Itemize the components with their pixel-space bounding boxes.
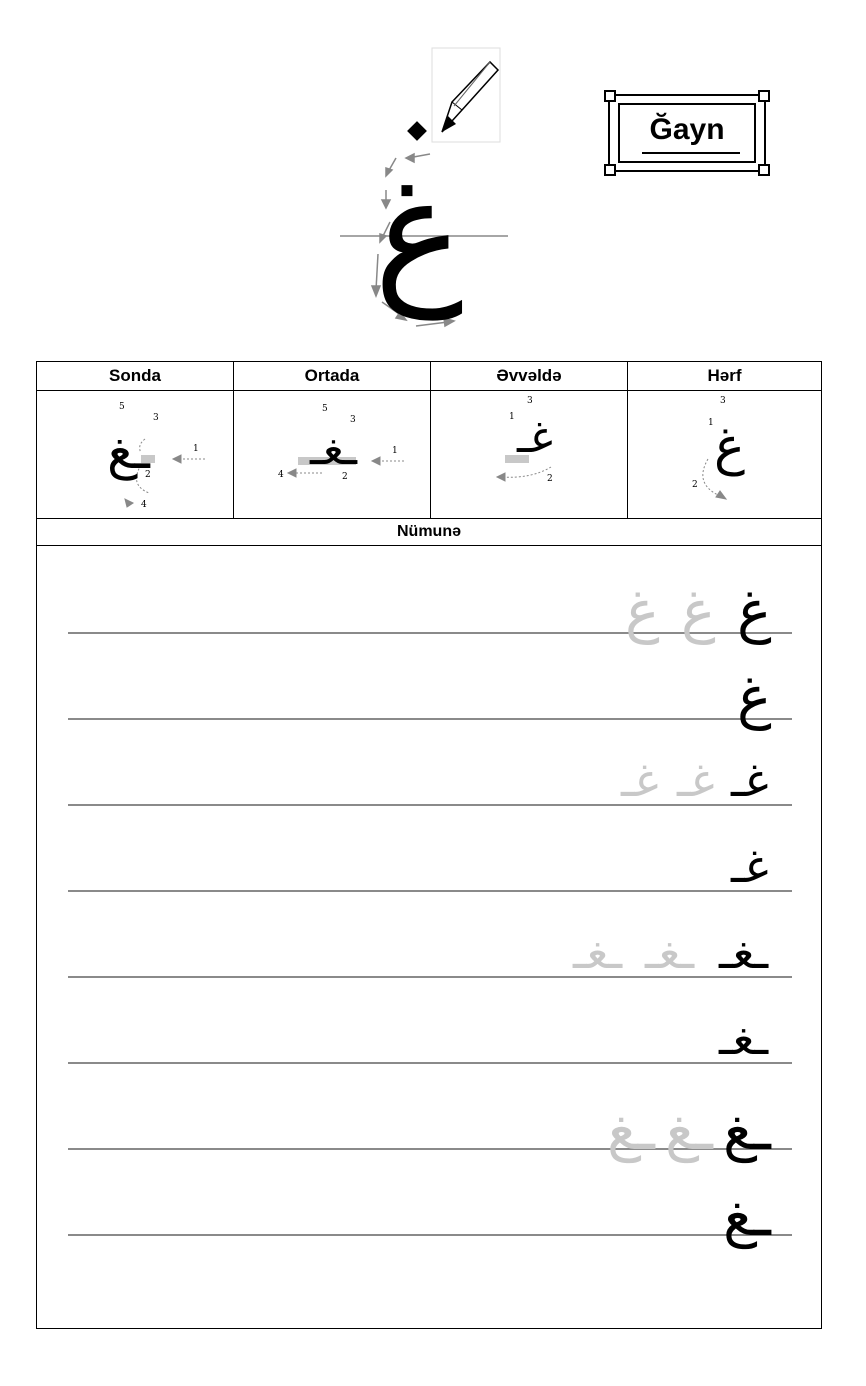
stroke-num: 2 (342, 472, 348, 482)
stroke-num: 1 (193, 444, 199, 454)
header-initial: Əvvəldə (496, 366, 562, 385)
stroke-order-arrows: 3 1 2 (495, 396, 553, 484)
stroke-num: 1 (509, 412, 515, 422)
guide-line (68, 976, 792, 978)
practice-glyph-trace: غ (625, 577, 660, 645)
practice-glyph-dark: غـ (731, 753, 769, 807)
example-header: Nümunə (37, 519, 821, 546)
stroke-num: 3 (153, 413, 159, 423)
stroke-num: 5 (322, 404, 328, 414)
hero-glyph: غ (374, 146, 464, 320)
practice-glyph-trace: غـ (621, 753, 659, 807)
initial-form-glyph: غـ (517, 412, 553, 463)
stroke-num: 3 (350, 415, 356, 425)
stroke-num: 4 (278, 470, 284, 480)
practice-glyph-trace: ـغ (665, 1095, 713, 1163)
final-form-glyph: ـغ (107, 421, 150, 481)
letter-name-frame: Ğayn (604, 90, 770, 180)
letter-name-title: Ğayn (649, 113, 725, 146)
stroke-order-arrows: 5 3 1 4 2 (278, 404, 404, 482)
guide-line (68, 632, 792, 634)
guide-line (68, 1062, 792, 1064)
forms-row: 5 3 1 2 4 ـغ 5 3 1 (37, 391, 821, 519)
practice-glyph-dark: غ (737, 577, 772, 645)
practice-glyph-trace: ـغـ (573, 925, 623, 979)
isolated-form-glyph: غ (714, 417, 746, 477)
guide-line (68, 718, 792, 720)
stroke-num: 3 (720, 396, 726, 406)
form-cell-final: 5 3 1 2 4 ـغ (37, 391, 233, 518)
practice-glyph-dark: ـغ (723, 1095, 771, 1163)
header-isolated: Hərf (707, 366, 742, 385)
hero-letter-illustration: غ (330, 40, 530, 340)
stroke-num: 2 (547, 474, 553, 484)
practice-glyph-trace: ـغ (607, 1095, 655, 1163)
stroke-num: 2 (145, 470, 151, 480)
practice-area: غ غ غ غ غـ غـ غـ غـ ـغـ ـغـ ـغـ ـغـ ـغ ـ… (37, 546, 821, 1328)
stroke-num: 5 (119, 402, 125, 412)
guide-line (68, 1234, 792, 1236)
stroke-guide-arrows (340, 47, 508, 328)
stroke-order-arrows: 3 1 2 (692, 396, 728, 500)
letter-forms-table: Sonda Ortada Əvvəldə Hərf 5 3 1 2 4 (36, 361, 822, 1329)
practice-glyph-dark: ـغ (723, 1181, 771, 1249)
guide-line (68, 890, 792, 892)
form-cell-isolated: 3 1 2 غ (628, 391, 821, 518)
stroke-order-arrows: 5 3 1 2 4 (119, 402, 205, 510)
stroke-num: 2 (692, 480, 698, 490)
practice-glyph-dark: ـغـ (719, 925, 769, 979)
header-medial: Ortada (304, 366, 360, 385)
medial-form-glyph: ـغـ (310, 424, 358, 475)
stroke-num: 1 (392, 446, 398, 456)
practice-glyph-dark: غ (737, 663, 772, 731)
table-header-row: Sonda Ortada Əvvəldə Hərf (37, 362, 821, 391)
practice-glyph-trace: غـ (677, 753, 715, 807)
guide-line (68, 804, 792, 806)
practice-glyph-dark: غـ (731, 839, 769, 893)
stroke-num: 4 (141, 500, 147, 510)
frame-border (604, 90, 770, 176)
pencil-icon (431, 47, 501, 143)
guide-line (68, 1148, 792, 1150)
header-final: Sonda (109, 366, 161, 385)
dot-mark (407, 121, 427, 141)
practice-glyph-trace: ـغـ (645, 925, 695, 979)
form-cell-medial: 5 3 1 4 2 ـغـ (234, 391, 430, 518)
practice-glyph-trace: غ (681, 577, 716, 645)
stroke-num: 3 (527, 396, 533, 406)
form-cell-initial: 3 1 2 غـ (431, 391, 627, 518)
stroke-num: 1 (708, 418, 714, 428)
practice-glyph-dark: ـغـ (719, 1011, 769, 1065)
